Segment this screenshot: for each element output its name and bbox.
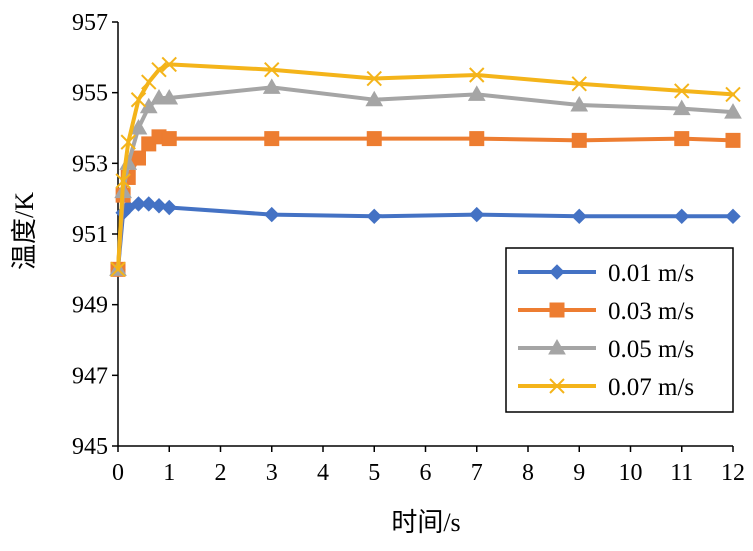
data-point — [469, 206, 485, 223]
y-tick-label: 947 — [72, 363, 108, 389]
data-point — [571, 76, 587, 92]
y-tick-label: 951 — [72, 222, 108, 248]
y-tick-label: 953 — [72, 151, 108, 177]
legend-item: 0.05 m/s — [518, 336, 694, 363]
series-1 — [110, 196, 741, 278]
x-tick-label: 10 — [619, 460, 643, 486]
data-point — [161, 131, 177, 147]
data-point — [130, 196, 147, 212]
legend: 0.01 m/s 0.03 m/s 0.05 m/s 0.07 m/s — [505, 247, 734, 413]
data-point — [725, 132, 741, 148]
legend-marker — [549, 302, 565, 318]
data-point — [161, 199, 177, 216]
legend-item: 0.03 m/s — [518, 298, 694, 325]
x-tick-label: 1 — [163, 460, 175, 486]
legend-marker — [549, 378, 565, 394]
data-point — [151, 61, 167, 78]
x-tick-label: 4 — [317, 460, 329, 486]
data-point — [571, 132, 587, 148]
x-tick-label: 11 — [670, 460, 693, 486]
series-line — [116, 85, 735, 272]
data-point — [160, 88, 179, 105]
data-point — [672, 99, 691, 116]
x-tick-label: 3 — [266, 460, 278, 486]
x-axis-label: 时间/s — [391, 508, 460, 537]
y-tick-label: 949 — [72, 293, 108, 319]
data-point — [120, 134, 136, 150]
x-tick-label: 0 — [112, 460, 124, 486]
data-point — [110, 261, 126, 278]
data-point — [365, 90, 384, 107]
data-point — [725, 86, 741, 103]
x-tick-label: 5 — [368, 460, 380, 486]
data-point — [264, 206, 280, 223]
data-point — [151, 198, 167, 214]
data-point — [141, 74, 157, 90]
y-tick-label: 945 — [72, 434, 108, 460]
data-point — [130, 92, 147, 108]
x-tick-label: 12 — [721, 460, 745, 486]
data-point — [141, 196, 157, 212]
y-tick-label: 957 — [72, 10, 108, 36]
data-point — [366, 208, 382, 225]
y-axis-label: 温度/K — [10, 192, 39, 270]
legend-label: 0.05 m/s — [608, 336, 694, 363]
x-tick-label: 9 — [573, 460, 585, 486]
series-4 — [110, 56, 741, 278]
data-point — [469, 67, 485, 83]
data-point — [366, 131, 382, 147]
legend-label: 0.01 m/s — [608, 260, 694, 287]
data-point — [161, 56, 177, 73]
data-point — [724, 103, 742, 119]
data-point — [131, 150, 146, 166]
data-point — [264, 131, 280, 147]
legend-label: 0.07 m/s — [608, 374, 694, 401]
x-tick-label: 2 — [215, 460, 227, 486]
series-2 — [110, 129, 741, 277]
data-point — [571, 208, 587, 225]
legend-item: 0.07 m/s — [518, 374, 694, 401]
x-tick-label: 6 — [420, 460, 432, 486]
data-point — [264, 61, 280, 78]
data-point — [725, 208, 741, 225]
x-tick-label: 8 — [522, 460, 534, 486]
legend-marker — [549, 264, 565, 280]
x-tick-label: 7 — [471, 460, 483, 486]
data-point — [262, 78, 281, 94]
data-point — [366, 70, 382, 87]
data-point — [469, 131, 485, 147]
data-point — [467, 85, 486, 101]
data-point — [674, 208, 690, 225]
y-tick-label: 955 — [72, 81, 108, 107]
data-point — [674, 131, 690, 147]
series-3 — [109, 78, 742, 276]
data-point — [570, 96, 589, 112]
legend-item: 0.01 m/s — [518, 260, 694, 287]
data-point — [129, 118, 148, 135]
legend-marker — [548, 338, 566, 355]
data-point — [115, 173, 131, 189]
legend-label: 0.03 m/s — [608, 298, 694, 325]
series-layer — [109, 56, 742, 278]
data-point — [674, 83, 690, 99]
